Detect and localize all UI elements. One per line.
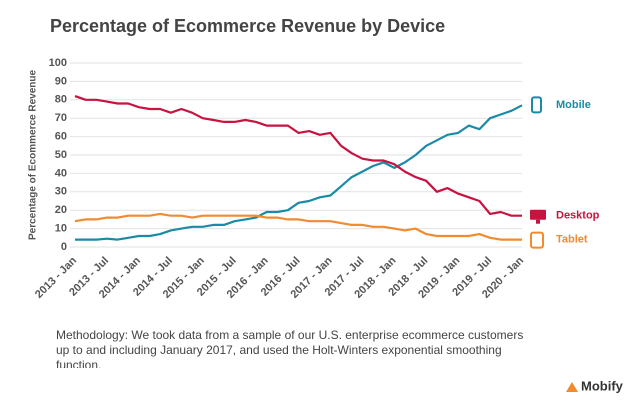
y-tick-label: 60 [55, 131, 67, 143]
legend-item: Mobile [531, 96, 591, 114]
brand: Mobify [581, 378, 624, 393]
y-tick-label: 0 [61, 241, 67, 253]
y-tick-label: 50 [55, 149, 67, 161]
y-tick-label: 10 [55, 223, 67, 235]
legend-icon [530, 209, 546, 220]
legend-item: Desktop [530, 210, 600, 224]
chart-title: Percentage of Ecommerce Revenue by Devic… [50, 16, 445, 36]
y-tick-label: 90 [55, 75, 67, 87]
legend-icon-stand [536, 219, 540, 224]
series-line [74, 212, 522, 241]
series-line [75, 104, 523, 241]
legend-item: Tablet [530, 231, 588, 249]
brand-logo: Mobify [566, 378, 624, 393]
legend-icon [531, 96, 542, 114]
y-tick-label: 20 [55, 204, 67, 216]
y-tick-label: 30 [55, 186, 67, 198]
legend-label: Tablet [556, 234, 588, 246]
brand-icon [566, 382, 578, 392]
y-tick-label: 40 [55, 167, 67, 179]
legend-label: Desktop [556, 210, 600, 222]
y-tick-label: 100 [49, 57, 67, 69]
note-box: Methodology: We took data from a sample … [56, 328, 524, 368]
y-tick-label: 80 [55, 94, 67, 106]
y-tick-label: 70 [55, 112, 67, 124]
legend-label: Mobile [556, 99, 591, 111]
series-line [74, 95, 522, 217]
legend-icon [530, 231, 544, 249]
note: Methodology: We took data from a sample … [56, 328, 524, 368]
y-axis-label: Percentage of Ecommerce Revenue [28, 70, 39, 241]
